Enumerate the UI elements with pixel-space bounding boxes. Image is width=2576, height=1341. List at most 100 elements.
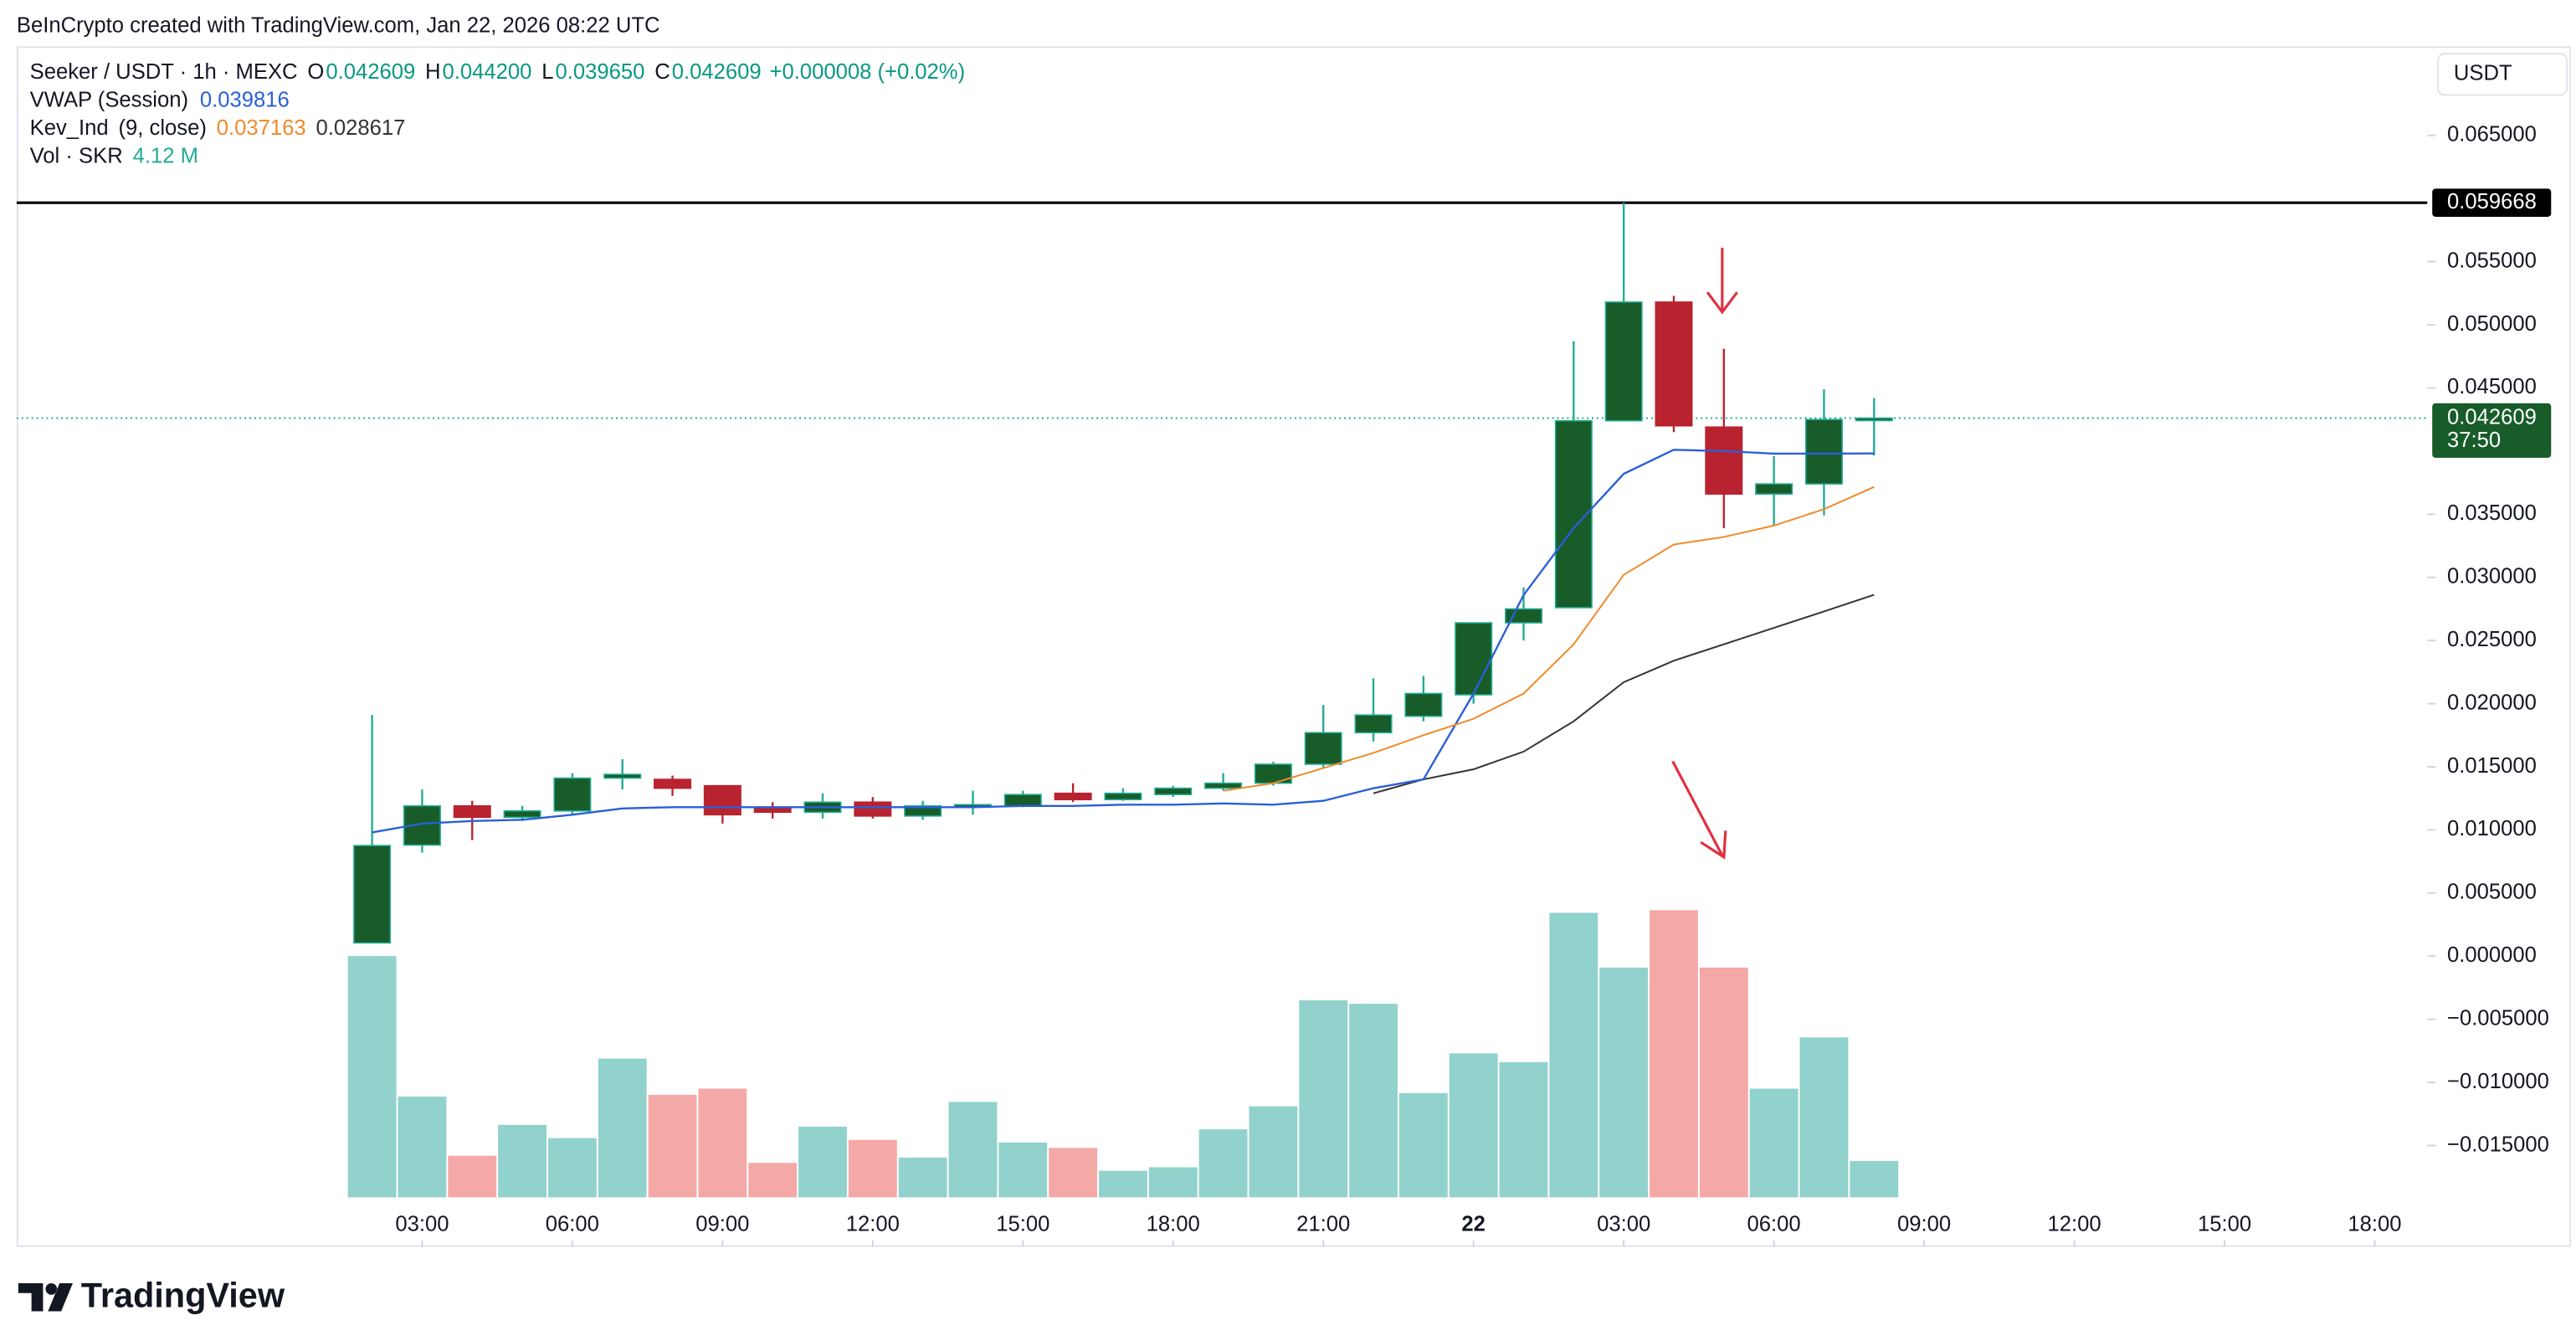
currency-button[interactable] <box>2437 53 2568 96</box>
countdown-label: 37:50 <box>2447 429 2501 452</box>
x-tick-label: 06:00 <box>1747 1213 1801 1236</box>
candle-body <box>1804 419 1843 485</box>
y-tick-label: 0.015000 <box>2447 754 2537 778</box>
candle-body <box>1003 794 1042 807</box>
candle-body <box>654 778 692 789</box>
y-tick-label: 0.065000 <box>2447 123 2537 146</box>
indicator-value: 0.039816 <box>200 88 290 111</box>
legend-row: Seeker / USDT · 1h · MEXC O 0.042609 H 0.044… <box>30 60 965 84</box>
candle-body <box>603 773 642 779</box>
y-tick-label: 0.000000 <box>2447 943 2537 967</box>
x-tick-label: 15:00 <box>996 1213 1049 1236</box>
x-tick-label: 12:00 <box>2047 1213 2101 1236</box>
volume-bar <box>1349 1004 1398 1198</box>
candle-body <box>553 777 592 812</box>
y-tick-label: −0.005000 <box>2447 1006 2549 1030</box>
candle-body <box>1254 763 1292 784</box>
candle-body <box>1604 301 1643 422</box>
y-tick-label: 0.020000 <box>2447 691 2537 714</box>
indicator-params: (9, close) <box>119 116 207 140</box>
y-tick-label: 0.010000 <box>2447 817 2537 840</box>
volume-value: 4.12 M <box>133 144 198 167</box>
volume-bar <box>848 1139 897 1198</box>
x-tick-label: 03:00 <box>395 1213 449 1236</box>
logo-mark <box>18 1282 73 1312</box>
ohlc-key: H <box>425 60 441 84</box>
volume-bar <box>1198 1129 1248 1198</box>
chart-frame <box>16 46 2571 1247</box>
attribution: BeInCrypto created with TradingView.com,… <box>17 13 660 37</box>
volume-bar <box>1499 1061 1548 1198</box>
legend-row: VWAP (Session) 0.039816 <box>30 88 290 111</box>
indicator-line <box>1373 593 1875 794</box>
last-price-label-bg <box>2432 403 2552 458</box>
volume-bar <box>1699 967 1748 1198</box>
x-tick-label: 22 <box>1461 1213 1486 1236</box>
ohlc-value: 0.044200 <box>443 60 532 84</box>
volume-bar <box>598 1058 647 1198</box>
volume-bar <box>698 1088 747 1198</box>
x-tick-label: 06:00 <box>546 1213 599 1236</box>
y-tick-label: 0.030000 <box>2447 564 2537 588</box>
x-tick-label: 03:00 <box>1597 1213 1650 1236</box>
volume-name: Vol · SKR <box>30 144 123 167</box>
indicator-name: VWAP (Session) <box>30 88 188 111</box>
arrow-head <box>1706 291 1738 315</box>
candle-body <box>1455 622 1493 696</box>
ohlc-key: O <box>307 60 324 84</box>
y-tick-label: 0.005000 <box>2447 881 2537 904</box>
candle-body <box>1304 732 1342 765</box>
volume-bar <box>948 1102 998 1198</box>
legend-row: Vol · SKR 4.12 M <box>30 144 198 167</box>
volume-bar <box>1299 999 1348 1198</box>
candle-body <box>503 810 541 819</box>
candle-body <box>854 801 892 817</box>
x-tick-label: 18:00 <box>2348 1213 2401 1236</box>
volume-bar <box>898 1157 947 1198</box>
ohlc: O 0.042609 H 0.044200 L 0.039650 C 0.042609 <box>307 60 761 84</box>
candle-body <box>1054 792 1092 801</box>
candle-body <box>1404 692 1443 717</box>
volume-bar <box>1049 1148 1098 1198</box>
candle-body <box>453 804 491 819</box>
volume-bar <box>748 1163 798 1198</box>
candle-body <box>1154 787 1193 795</box>
candle-body <box>1204 782 1243 789</box>
volume-bar <box>798 1126 847 1198</box>
volume-bar <box>498 1124 547 1198</box>
volume-bar <box>547 1138 597 1198</box>
indicator-value: 0.037163 <box>217 116 306 140</box>
x-tick-label: 18:00 <box>1147 1213 1200 1236</box>
annotation-arrow <box>1671 247 1738 860</box>
volume-bar <box>398 1097 447 1198</box>
y-tick-label: 0.045000 <box>2447 375 2537 398</box>
candle-body <box>1755 483 1793 495</box>
price-line-label-bg <box>2432 188 2552 217</box>
ohlc-value: 0.042609 <box>672 60 762 84</box>
volume-bar <box>998 1142 1048 1198</box>
indicator-line <box>372 449 1875 834</box>
legend-row: Kev_Ind (9, close) 0.037163 0.028617 <box>30 116 406 140</box>
logo: TradingView <box>18 1276 285 1315</box>
y-tick-label: 0.050000 <box>2447 312 2537 336</box>
volume-bar <box>1449 1053 1498 1198</box>
candle-body <box>904 804 942 817</box>
indicator-name: Kev_Ind <box>30 116 109 140</box>
currency-label[interactable]: USDT <box>2454 62 2512 85</box>
arrow-head <box>1700 830 1727 860</box>
candle-body <box>1655 301 1693 427</box>
candle-body <box>1354 714 1393 734</box>
y-tick-label: 0.025000 <box>2447 628 2537 651</box>
volume-bar <box>1398 1092 1448 1198</box>
candle-body <box>353 845 392 944</box>
price-line-label: 0.059668 <box>2447 190 2537 213</box>
volume-bar <box>1749 1088 1799 1198</box>
ohlc-value: 0.039650 <box>556 60 645 84</box>
candle-body <box>1855 417 1893 422</box>
y-tick-label: 0.035000 <box>2447 501 2537 525</box>
symbol: Seeker / USDT · 1h · MEXC <box>30 60 298 84</box>
volume-bar <box>1549 912 1598 1198</box>
plot-area <box>16 201 2428 1198</box>
